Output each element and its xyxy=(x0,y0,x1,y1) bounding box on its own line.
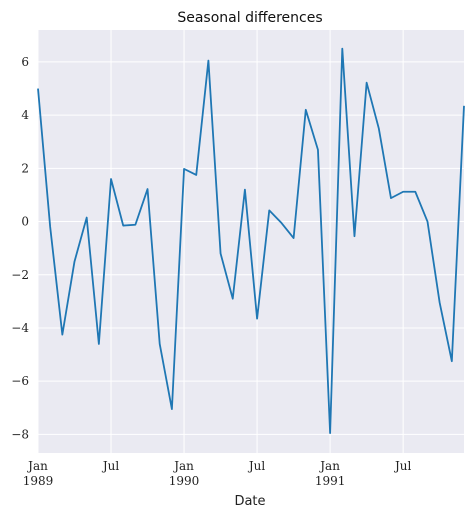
x-tick-label: Jul xyxy=(393,459,412,473)
y-tick-label: 2 xyxy=(21,161,29,175)
y-tick-label: 4 xyxy=(21,108,29,122)
series-group xyxy=(37,47,465,434)
y-tick-label: 0 xyxy=(21,215,29,229)
y-tick-label: −2 xyxy=(11,268,29,282)
x-tick-label: Jul xyxy=(247,459,266,473)
x-tick-label: Jul xyxy=(101,459,120,473)
y-tick-label: −8 xyxy=(11,427,29,441)
x-tick-year-label: 1991 xyxy=(315,474,346,488)
plot-area xyxy=(38,30,464,453)
chart-title: Seasonal differences xyxy=(177,10,322,26)
y-tick-labels: −8 −6 −4 −2 0 2 4 6 xyxy=(11,55,29,441)
x-tick-year-label: 1990 xyxy=(169,474,200,488)
y-tick-label: 6 xyxy=(21,55,29,69)
grid-lines xyxy=(37,30,464,453)
x-tick-year-label: 1989 xyxy=(23,474,54,488)
x-axis-label: Date xyxy=(234,494,265,509)
y-tick-label: −6 xyxy=(11,374,29,388)
x-tick-label: Jan xyxy=(172,459,194,473)
y-tick-label: −4 xyxy=(11,321,29,335)
x-tick-label: Jan xyxy=(318,459,340,473)
series-line xyxy=(37,47,465,434)
x-tick-label: Jan xyxy=(26,459,48,473)
